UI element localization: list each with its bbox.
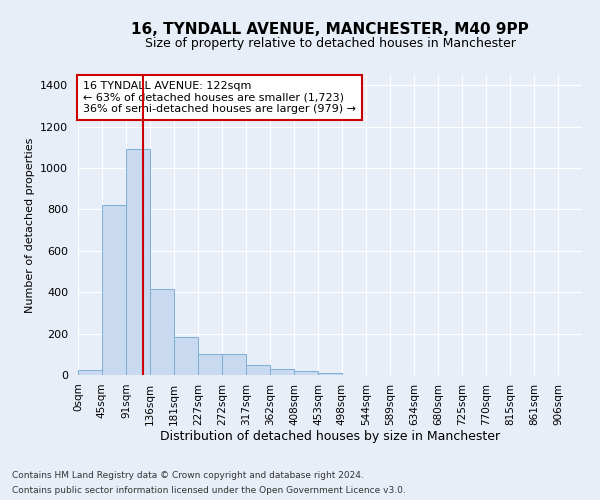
X-axis label: Distribution of detached houses by size in Manchester: Distribution of detached houses by size … — [160, 430, 500, 444]
Bar — [174, 336, 198, 375]
Bar — [246, 364, 270, 375]
Y-axis label: Number of detached properties: Number of detached properties — [25, 138, 35, 312]
Bar — [126, 150, 150, 375]
Text: Size of property relative to detached houses in Manchester: Size of property relative to detached ho… — [145, 38, 515, 51]
Text: 16 TYNDALL AVENUE: 122sqm
← 63% of detached houses are smaller (1,723)
36% of se: 16 TYNDALL AVENUE: 122sqm ← 63% of detac… — [83, 81, 356, 114]
Bar — [270, 369, 293, 375]
Text: Contains HM Land Registry data © Crown copyright and database right 2024.: Contains HM Land Registry data © Crown c… — [12, 471, 364, 480]
Bar — [318, 373, 342, 375]
Text: 16, TYNDALL AVENUE, MANCHESTER, M40 9PP: 16, TYNDALL AVENUE, MANCHESTER, M40 9PP — [131, 22, 529, 38]
Bar — [102, 206, 125, 375]
Bar — [150, 289, 174, 375]
Bar — [294, 371, 318, 375]
Bar — [78, 370, 102, 375]
Bar — [222, 354, 246, 375]
Bar — [199, 354, 222, 375]
Text: Contains public sector information licensed under the Open Government Licence v3: Contains public sector information licen… — [12, 486, 406, 495]
